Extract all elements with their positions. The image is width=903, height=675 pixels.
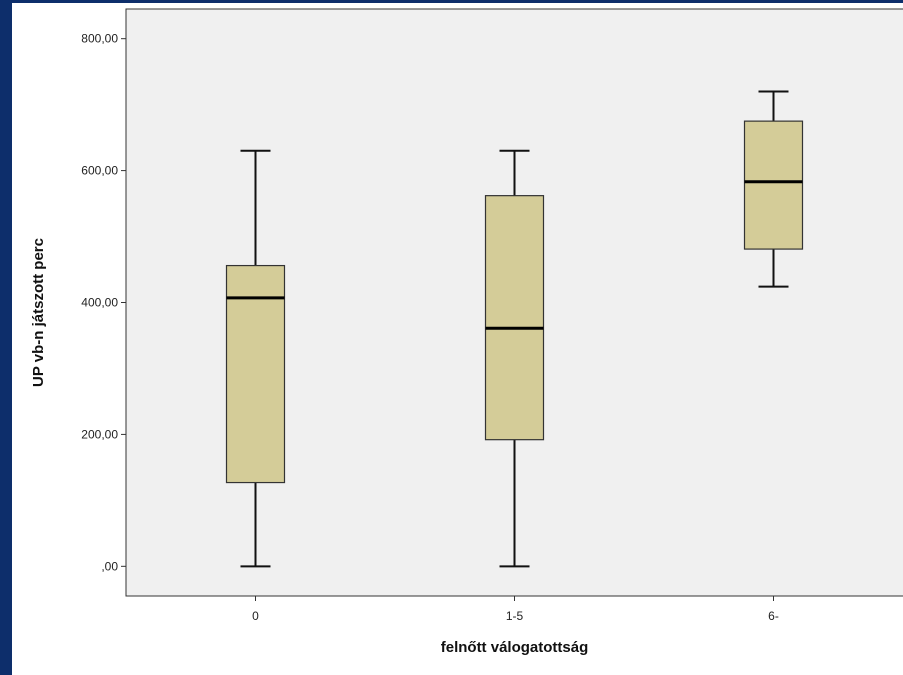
box-series bbox=[225, 90, 804, 568]
y-tick-label: 800,00 bbox=[81, 32, 118, 46]
x-tick-label: 0 bbox=[252, 609, 259, 623]
boxplot-chart: ,00 200,00 400,00 600,00 800,00 0 1-5 6- UP vb… bbox=[30, 8, 903, 656]
box-plot-6- bbox=[743, 90, 804, 288]
y-tick-label: 400,00 bbox=[81, 296, 118, 310]
y-tick-label: 600,00 bbox=[81, 164, 118, 178]
iqr-box bbox=[743, 120, 804, 250]
y-tick-label: ,00 bbox=[101, 559, 118, 573]
chart-frame: ,00 200,00 400,00 600,00 800,00 0 1-5 6- UP vb… bbox=[12, 3, 903, 675]
y-tick-label: 200,00 bbox=[81, 427, 118, 441]
x-tick-label: 1-5 bbox=[506, 609, 524, 623]
y-axis-ticks: ,00 200,00 400,00 600,00 800,00 bbox=[81, 32, 126, 573]
y-axis-title: UP vb-n játszott perc bbox=[30, 238, 47, 387]
x-axis-title: felnőtt válogatottság bbox=[441, 639, 589, 656]
box-plot-0 bbox=[225, 149, 286, 568]
box-plot-1-5 bbox=[484, 149, 545, 568]
x-tick-label: 6- bbox=[768, 609, 779, 623]
x-axis-ticks: 0 1-5 6- bbox=[252, 596, 779, 623]
iqr-box bbox=[225, 264, 286, 484]
iqr-box bbox=[484, 195, 545, 441]
